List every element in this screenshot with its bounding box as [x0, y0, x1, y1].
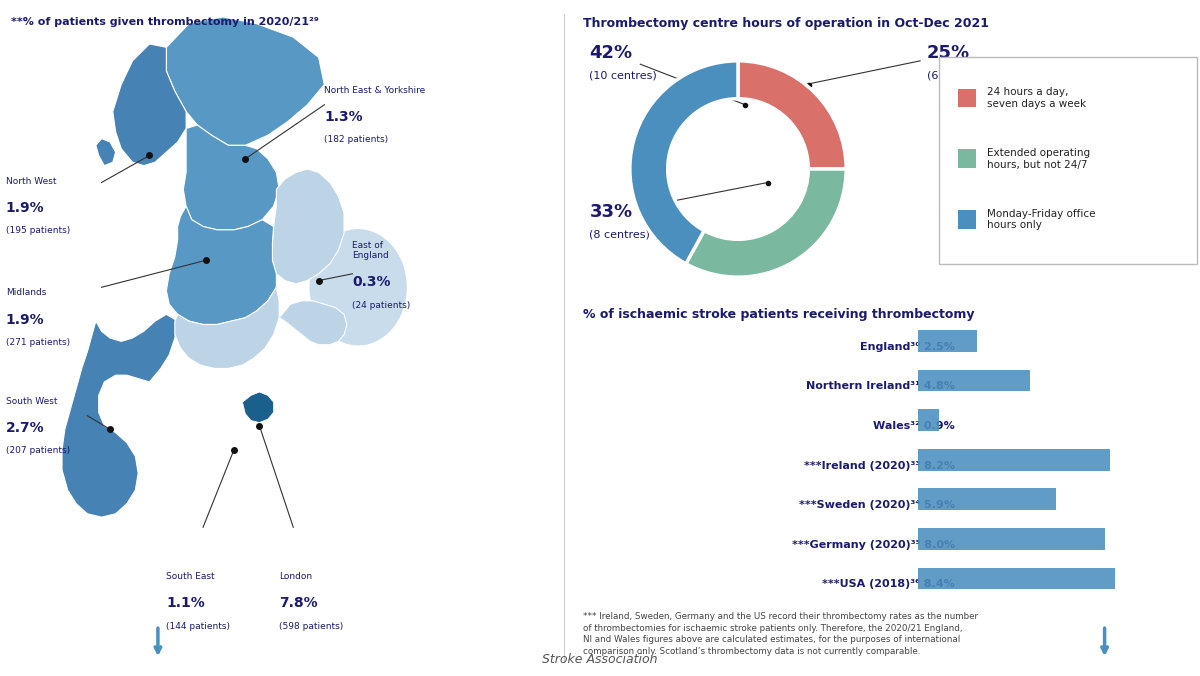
- Text: 0.3%: 0.3%: [353, 275, 391, 289]
- Polygon shape: [96, 139, 115, 166]
- Bar: [918, 449, 1110, 470]
- Bar: [918, 330, 977, 352]
- Bar: [918, 568, 1115, 589]
- Text: 1.9%: 1.9%: [6, 312, 44, 327]
- Wedge shape: [686, 169, 846, 277]
- FancyBboxPatch shape: [959, 89, 976, 107]
- FancyBboxPatch shape: [940, 57, 1196, 264]
- Text: Northern Ireland³¹ 4.8%: Northern Ireland³¹ 4.8%: [806, 381, 955, 391]
- Text: 1.9%: 1.9%: [6, 201, 44, 215]
- Polygon shape: [62, 314, 178, 517]
- Text: (271 patients): (271 patients): [6, 338, 70, 347]
- Text: (24 patients): (24 patients): [353, 301, 410, 310]
- Polygon shape: [280, 301, 347, 345]
- Text: Extended operating
hours, but not 24/7: Extended operating hours, but not 24/7: [986, 148, 1090, 170]
- Bar: [918, 528, 1105, 550]
- Text: London: London: [280, 573, 312, 581]
- Text: **% of patients given thrombectomy in 2020/21²⁹: **% of patients given thrombectomy in 20…: [11, 17, 319, 27]
- Text: 1.3%: 1.3%: [324, 110, 362, 124]
- Text: South West: South West: [6, 397, 58, 406]
- Text: (195 patients): (195 patients): [6, 226, 70, 235]
- Text: (6 centres): (6 centres): [926, 71, 988, 81]
- Text: Wales³² 0.9%: Wales³² 0.9%: [874, 421, 955, 431]
- Text: East of
England: East of England: [353, 241, 389, 260]
- Text: North West: North West: [6, 177, 56, 186]
- Polygon shape: [184, 125, 280, 230]
- Text: Monday-Friday office
hours only: Monday-Friday office hours only: [986, 209, 1096, 231]
- Text: % of ischaemic stroke patients receiving thrombectomy: % of ischaemic stroke patients receiving…: [583, 308, 974, 320]
- Text: Midlands: Midlands: [6, 289, 46, 297]
- Bar: [918, 370, 1031, 391]
- Text: Thrombectomy centre hours of operation in Oct-Dec 2021: Thrombectomy centre hours of operation i…: [583, 17, 989, 30]
- Text: (8 centres): (8 centres): [589, 230, 650, 240]
- Text: North East & Yorkshire: North East & Yorkshire: [324, 86, 426, 95]
- FancyBboxPatch shape: [959, 149, 976, 168]
- Text: ***Ireland (2020)³³ 8.2%: ***Ireland (2020)³³ 8.2%: [804, 460, 955, 470]
- Text: 25%: 25%: [926, 44, 970, 62]
- Polygon shape: [167, 17, 324, 145]
- Text: 24 hours a day,
seven days a week: 24 hours a day, seven days a week: [986, 87, 1086, 109]
- Text: (207 patients): (207 patients): [6, 446, 70, 455]
- Wedge shape: [738, 61, 846, 169]
- Text: ***Germany (2020)³⁵ 8.0%: ***Germany (2020)³⁵ 8.0%: [792, 539, 955, 550]
- FancyBboxPatch shape: [959, 210, 976, 229]
- Text: 2.7%: 2.7%: [6, 420, 44, 435]
- Polygon shape: [167, 206, 276, 324]
- Text: 1.1%: 1.1%: [167, 596, 205, 610]
- Text: (598 patients): (598 patients): [280, 622, 343, 631]
- Text: England³⁰ 2.5%: England³⁰ 2.5%: [860, 342, 955, 352]
- Text: 42%: 42%: [589, 44, 632, 62]
- Wedge shape: [630, 61, 738, 264]
- Text: Stroke Association: Stroke Association: [542, 653, 658, 666]
- Polygon shape: [113, 44, 186, 166]
- Text: 33%: 33%: [589, 203, 632, 221]
- Text: 7.8%: 7.8%: [280, 596, 318, 610]
- Polygon shape: [242, 392, 274, 422]
- Bar: [918, 409, 940, 431]
- Polygon shape: [175, 287, 280, 368]
- Text: ***Sweden (2020)³⁴ 5.9%: ***Sweden (2020)³⁴ 5.9%: [799, 500, 955, 510]
- Bar: [918, 488, 1056, 510]
- Polygon shape: [272, 169, 344, 284]
- Text: (10 centres): (10 centres): [589, 71, 658, 81]
- Text: (144 patients): (144 patients): [167, 622, 230, 631]
- Circle shape: [310, 230, 406, 345]
- Text: *** Ireland, Sweden, Germany and the US record their thrombectomy rates as the n: *** Ireland, Sweden, Germany and the US …: [583, 612, 978, 656]
- Text: ***USA (2018)³⁶ 8.4%: ***USA (2018)³⁶ 8.4%: [822, 579, 955, 589]
- Text: South East: South East: [167, 573, 215, 581]
- Text: (182 patients): (182 patients): [324, 135, 389, 144]
